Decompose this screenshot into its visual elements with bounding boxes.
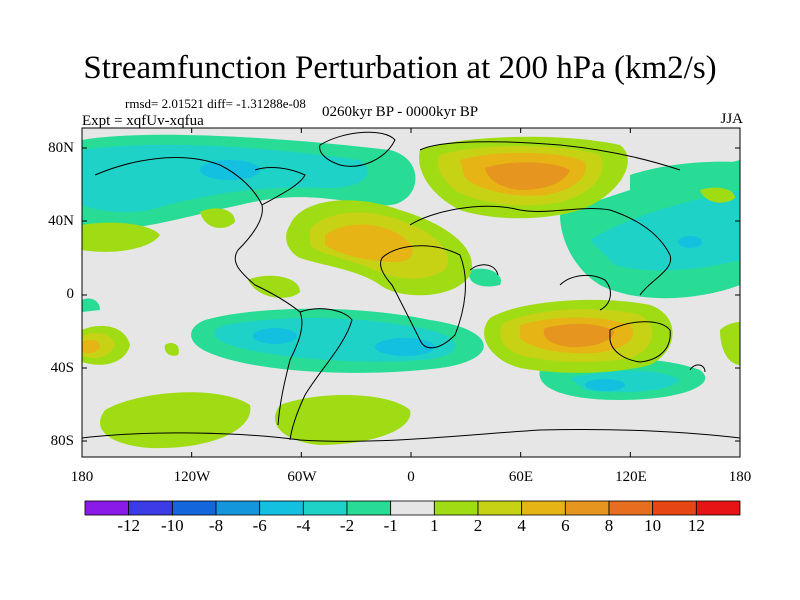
colorbar-label: -12: [117, 516, 140, 535]
y-tick-label: 40N: [48, 213, 74, 229]
x-tick-label: 0: [407, 469, 415, 485]
colorbar: [84, 500, 741, 516]
y-tick-label: 80N: [48, 140, 74, 156]
x-tick-label: 60E: [508, 469, 534, 485]
positive-eurasia: [419, 136, 628, 219]
x-tick-label: 60W: [287, 469, 317, 485]
season-label: JJA: [720, 111, 743, 127]
colorbar-label: 8: [604, 516, 614, 535]
colorbar-label: 12: [687, 516, 705, 535]
colorbar-label: -4: [296, 516, 311, 535]
colorbar-box: [652, 500, 697, 516]
colorbar-box: [521, 500, 566, 516]
colorbar-box: [84, 500, 130, 516]
x-tick-label: 180: [70, 469, 94, 485]
contour-field: [82, 128, 740, 457]
colorbar-box: [215, 500, 261, 516]
colorbar-box: [259, 500, 304, 516]
colorbar-label: -6: [252, 516, 267, 535]
positive-north-atlantic: [286, 200, 472, 296]
positive-south-indian: [484, 299, 673, 373]
colorbar-label: 6: [561, 516, 570, 535]
colorbar-box: [171, 500, 217, 516]
colorbar-label: -2: [339, 516, 355, 535]
y-tick-label: 80S: [50, 433, 74, 449]
colorbar-box: [390, 500, 435, 516]
period-label: 0260kyr BP - 0000kyr BP: [321, 104, 479, 120]
x-tick-label: 180: [728, 469, 752, 485]
y-tick-label: 0: [66, 286, 75, 302]
negative-band-north: [82, 134, 740, 299]
colorbar-box: [433, 500, 479, 516]
colorbar-label: 4: [517, 516, 526, 535]
colorbar-label: 2: [473, 516, 483, 535]
colorbar-box: [477, 500, 523, 516]
x-axis-ticks: [81, 128, 741, 457]
colorbar-box: [128, 500, 173, 516]
stats-text: rmsd= 2.01521 diff= -1.31288e-08: [125, 96, 306, 111]
plot-title: Streamfunction Perturbation at 200 hPa (…: [83, 50, 717, 86]
y-axis-ticks: [82, 147, 740, 442]
colorbar-label: 1: [430, 516, 439, 535]
coastlines: [82, 131, 740, 442]
colorbar-label: -10: [160, 516, 184, 535]
colorbar-box: [346, 500, 392, 516]
colorbar-box: [564, 500, 610, 516]
colorbar-box: [695, 500, 741, 516]
positive-patches: [82, 187, 740, 449]
colorbar-label: 10: [644, 516, 662, 535]
colorbar-label: -1: [383, 516, 398, 535]
x-tick-label: 120W: [173, 469, 211, 485]
x-tick-label: 120E: [615, 469, 647, 485]
experiment-label: Expt = xqfUv-xqfua: [82, 113, 204, 129]
colorbar-label: -8: [208, 516, 224, 535]
colorbar-box: [608, 500, 654, 516]
colorbar-box: [302, 500, 348, 516]
y-tick-label: 40S: [50, 360, 74, 376]
